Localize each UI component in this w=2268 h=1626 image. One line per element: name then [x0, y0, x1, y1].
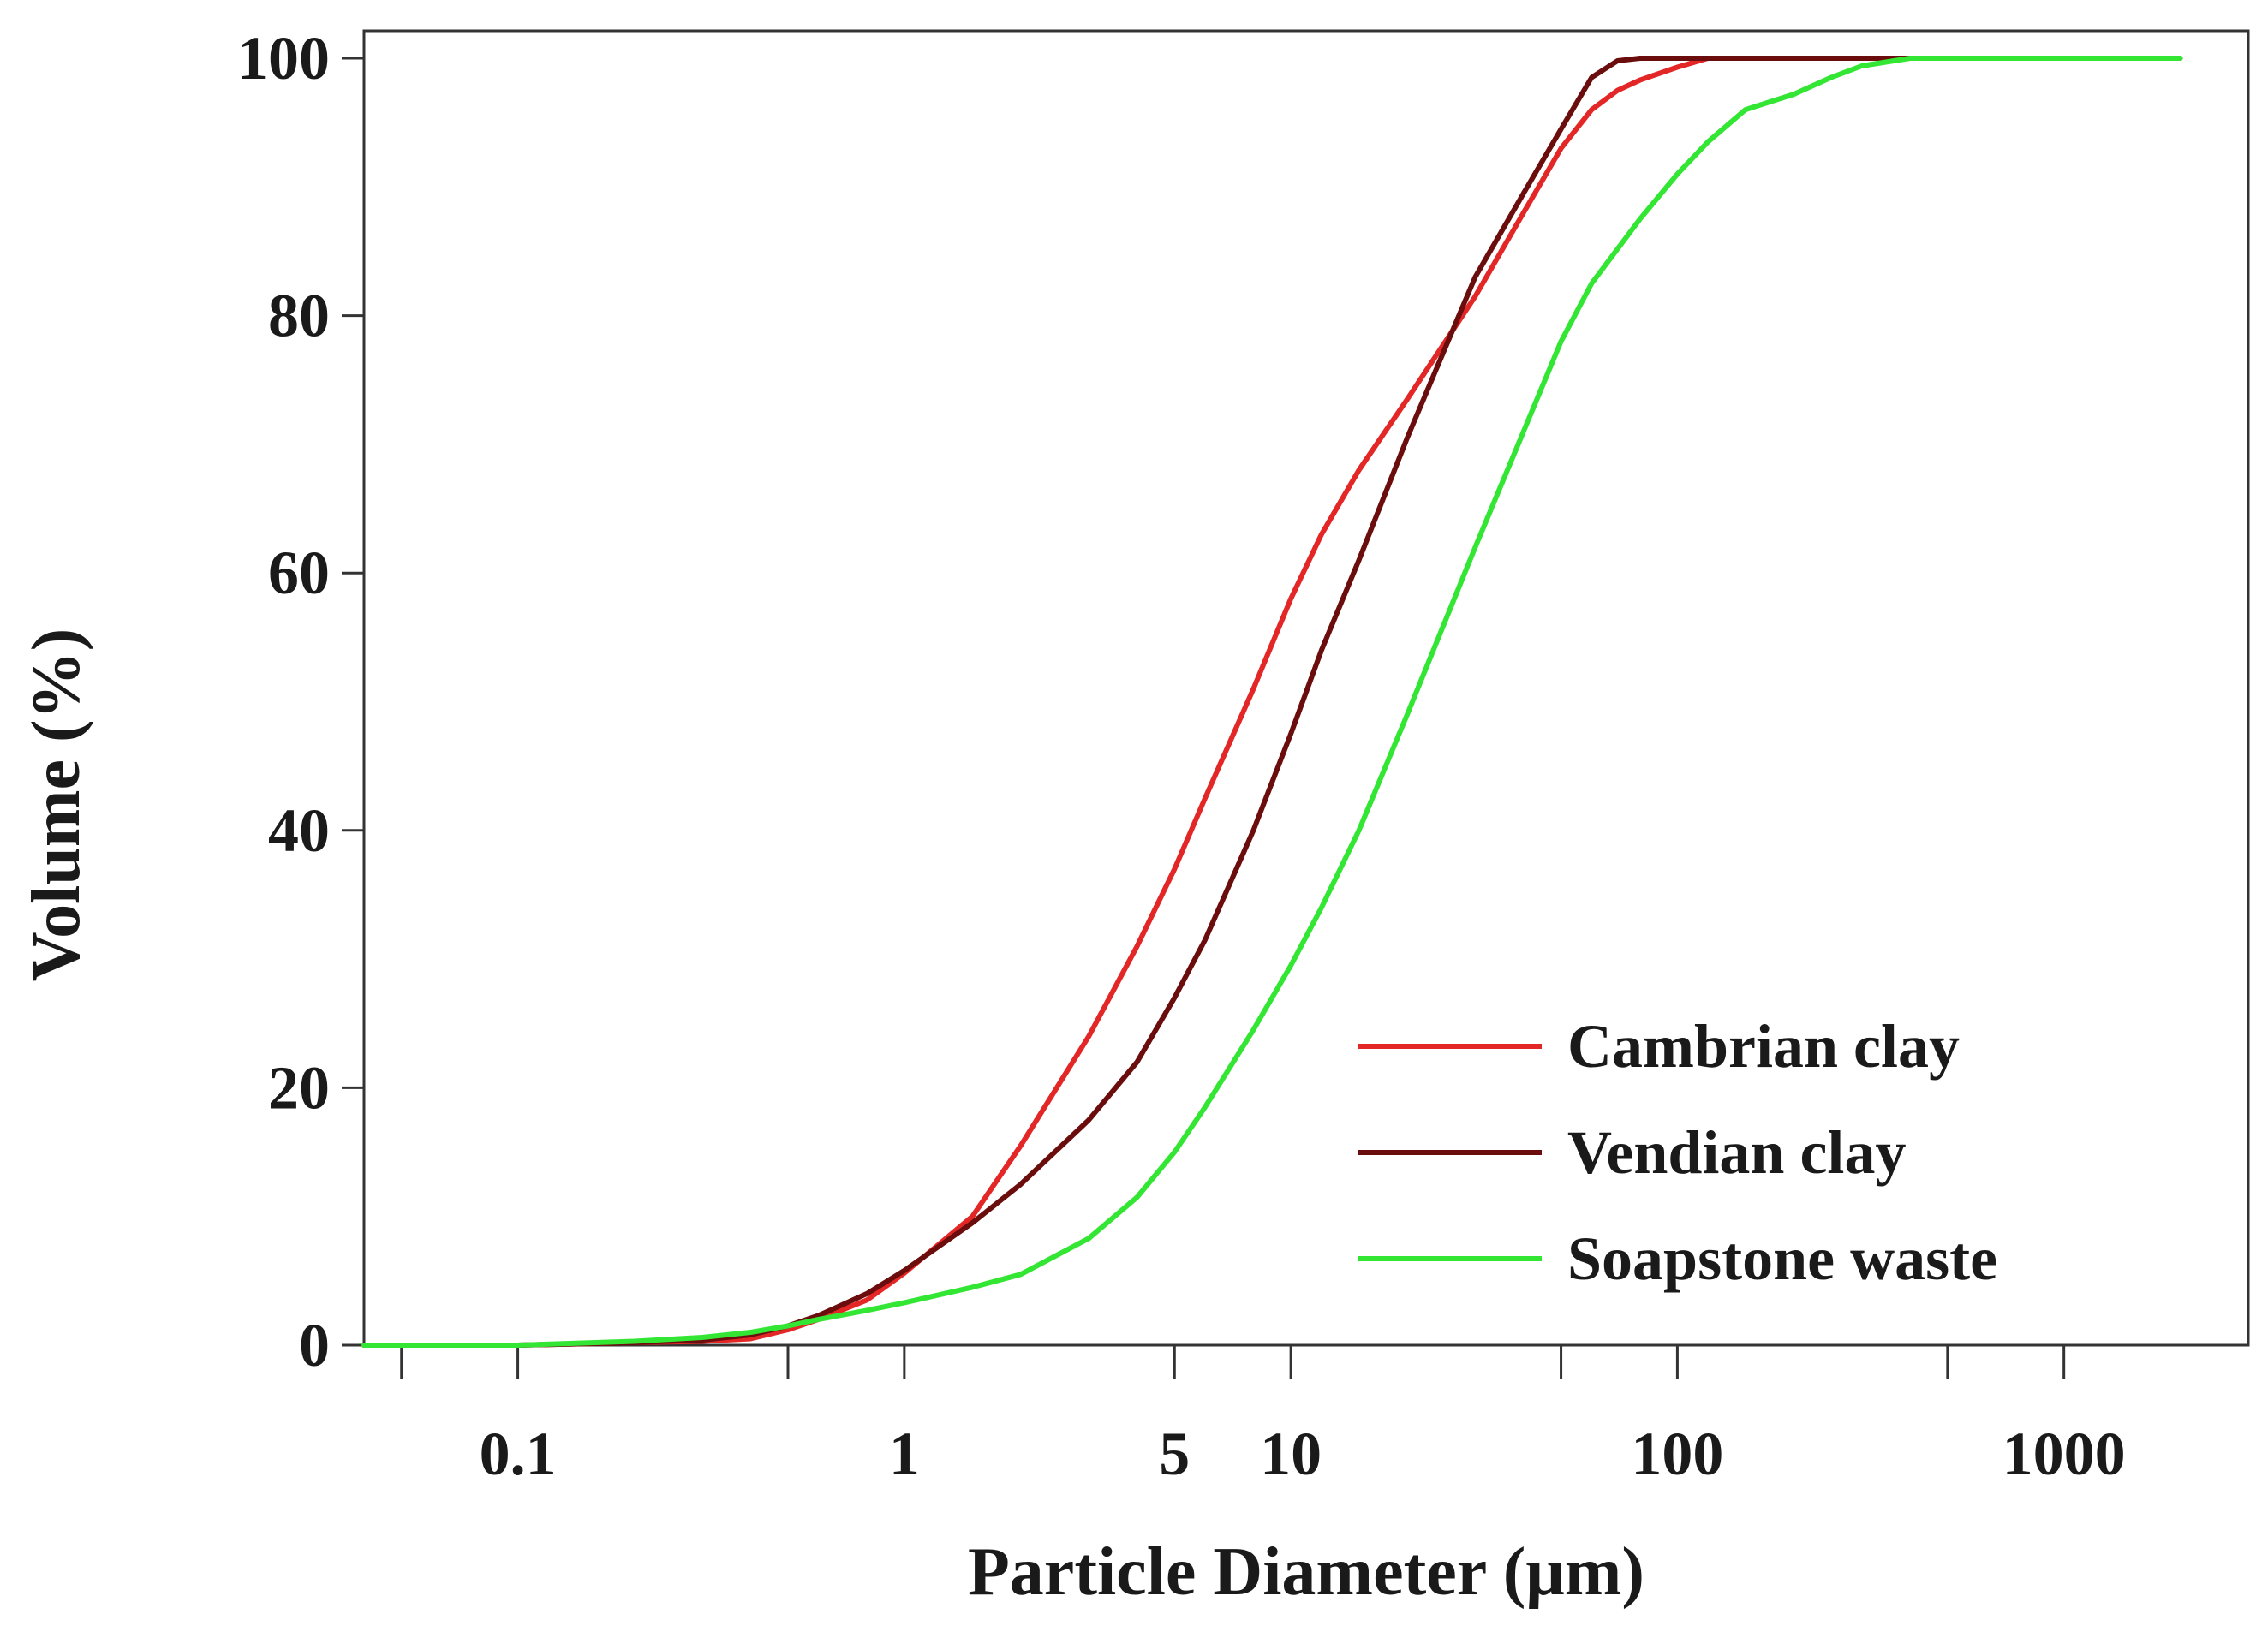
x-tick-label: 5 — [1159, 1420, 1190, 1488]
series-line-cambrian-clay — [361, 56, 2183, 1348]
y-axis-title: Volume (%) — [19, 628, 94, 982]
y-tick-label: 0 — [299, 1311, 330, 1379]
y-tick-label: 40 — [268, 796, 330, 865]
y-tick-label: 20 — [268, 1053, 330, 1122]
y-axis: 0 20 40 60 80 100 — [237, 24, 364, 1379]
legend: Cambrian clay Vendian clay Soapstone waste — [1358, 1012, 1997, 1293]
series-line-vendian-clay — [361, 56, 2183, 1348]
legend-label-soapstone-waste: Soapstone waste — [1567, 1224, 1997, 1293]
x-axis: 0.1 1 5 10 100 1000 — [400, 1345, 2126, 1488]
legend-label-cambrian-clay: Cambrian clay — [1567, 1012, 1960, 1081]
y-tick-label: 100 — [237, 24, 330, 92]
x-tick-label: 10 — [1260, 1420, 1322, 1488]
x-tick-label: 1 — [889, 1420, 920, 1488]
x-tick-label: 1000 — [2002, 1420, 2126, 1488]
x-tick-label: 0.1 — [480, 1420, 557, 1488]
plot-frame — [362, 29, 2250, 1347]
series-line-soapstone-waste — [361, 56, 2183, 1348]
x-tick-label: 100 — [1631, 1420, 1723, 1488]
legend-label-vendian-clay: Vendian clay — [1567, 1118, 1906, 1187]
x-axis-title: Particle Diameter (μm) — [968, 1534, 1644, 1610]
series-lines — [361, 56, 2183, 1348]
y-tick-label: 60 — [268, 539, 330, 607]
y-tick-label: 80 — [268, 282, 330, 350]
